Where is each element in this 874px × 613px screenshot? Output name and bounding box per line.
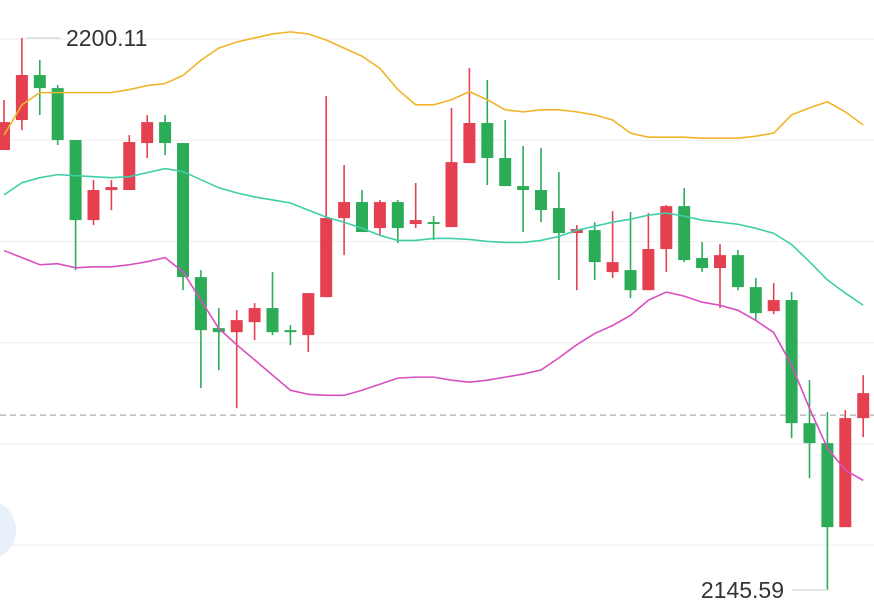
candle-body bbox=[194, 277, 207, 331]
candle-body bbox=[857, 393, 870, 419]
candle-body bbox=[427, 222, 440, 225]
candle-body bbox=[87, 190, 100, 221]
candle-body bbox=[338, 202, 351, 219]
candle-body bbox=[624, 270, 637, 291]
candle-body bbox=[463, 123, 476, 164]
candle-body bbox=[606, 262, 619, 273]
candle-body bbox=[320, 218, 333, 298]
candle-body bbox=[51, 88, 64, 141]
candle-body bbox=[821, 443, 834, 528]
candle-body bbox=[445, 162, 458, 228]
candle-body bbox=[499, 158, 512, 187]
band-line bbox=[3, 31, 864, 139]
candle-body bbox=[642, 249, 655, 291]
candle-body bbox=[105, 187, 118, 191]
candle-body bbox=[535, 190, 547, 211]
high-label: 2200.11 bbox=[66, 25, 147, 51]
candle-body bbox=[767, 300, 780, 312]
candle-body bbox=[678, 206, 691, 261]
candle-body bbox=[0, 122, 10, 151]
candle-body bbox=[230, 320, 243, 333]
candle-body bbox=[284, 330, 297, 333]
candle-body bbox=[785, 300, 798, 424]
side-button[interactable] bbox=[0, 500, 16, 560]
candle-body bbox=[356, 202, 368, 233]
candle-body bbox=[714, 255, 726, 269]
candle-body bbox=[248, 308, 261, 323]
candle-body bbox=[33, 75, 46, 89]
candle-body bbox=[588, 230, 601, 263]
candle-body bbox=[839, 418, 852, 528]
candle-body bbox=[803, 423, 816, 444]
candle-body bbox=[159, 122, 172, 144]
band-line bbox=[3, 167, 864, 306]
candle-body bbox=[212, 328, 225, 333]
candle-body bbox=[696, 258, 709, 269]
candle-body bbox=[731, 255, 744, 288]
low-label: 2145.59 bbox=[701, 577, 784, 603]
candle-body bbox=[409, 220, 422, 225]
candle-body bbox=[391, 202, 404, 229]
candle-body bbox=[69, 140, 82, 221]
candle-body bbox=[481, 123, 494, 159]
candle-body bbox=[552, 208, 565, 234]
candle-body bbox=[123, 142, 136, 191]
candle-body bbox=[266, 308, 279, 333]
candle-body bbox=[517, 186, 530, 191]
candle-body bbox=[373, 202, 386, 229]
candle-body bbox=[302, 293, 315, 336]
candle-body bbox=[749, 287, 762, 314]
candle-body bbox=[141, 122, 154, 144]
band-line bbox=[3, 249, 864, 482]
candle-body bbox=[177, 143, 189, 278]
candle-body bbox=[660, 206, 673, 250]
